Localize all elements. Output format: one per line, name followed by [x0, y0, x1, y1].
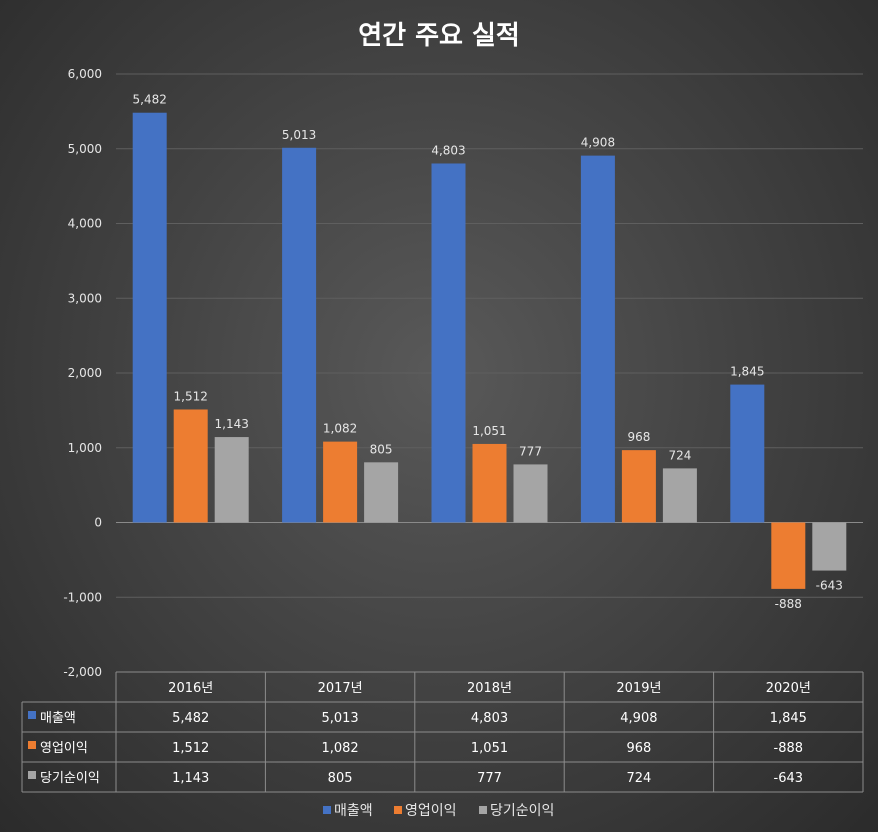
table-legend-key — [28, 771, 36, 779]
data-label: -643 — [816, 579, 843, 593]
series-name: 매출액 — [40, 711, 76, 726]
legend-label: 당기순이익 — [490, 803, 554, 819]
data-label: 4,803 — [431, 143, 465, 157]
bar — [174, 409, 208, 522]
bar — [581, 156, 615, 523]
y-tick-label: 5,000 — [68, 142, 102, 156]
y-axis-ticks: 6,000 5,000 4,000 3,000 2,000 1,000 0 -1,000 -2,… — [63, 67, 102, 679]
data-label: 968 — [627, 430, 650, 444]
chart-title: 연간 주요 실적 — [358, 21, 520, 51]
data-label: 805 — [370, 442, 393, 456]
table-cell: 4,803 — [471, 711, 508, 726]
table-cell: 968 — [626, 741, 651, 756]
table-legend-key — [28, 711, 36, 719]
table-cell: 5,013 — [321, 711, 358, 726]
bars — [133, 113, 847, 589]
bar — [514, 464, 548, 522]
legend-key — [323, 806, 331, 814]
legend-label: 영업이익 — [405, 803, 457, 819]
bar — [771, 523, 805, 589]
data-labels: 5,482 5,013 4,803 4,908 1,845 1,512 1,082 1,051… — [133, 93, 843, 611]
category-label: 2018년 — [467, 681, 512, 696]
y-tick-label: 6,000 — [68, 67, 102, 81]
table-cell: 1,845 — [770, 711, 807, 726]
data-label: 1,143 — [215, 417, 249, 431]
bar — [323, 442, 357, 523]
data-label: -888 — [775, 597, 802, 611]
table-cell: 777 — [477, 771, 502, 786]
category-label: 2020년 — [766, 681, 811, 696]
bar — [364, 462, 398, 522]
category-label: 2016년 — [168, 681, 213, 696]
table-legend-key — [28, 741, 36, 749]
table-cell: -888 — [774, 741, 804, 756]
bar — [663, 468, 697, 522]
table-cell: 805 — [328, 771, 353, 786]
chart: 연간 주요 실적 6,000 5,000 4,000 3,000 2,000 1,000 0… — [0, 0, 878, 832]
data-label: 1,512 — [174, 389, 208, 403]
y-tick-label: -2,000 — [63, 665, 102, 679]
series-name: 당기순이익 — [40, 771, 100, 786]
data-label: 724 — [668, 448, 691, 462]
data-label: 5,482 — [133, 93, 167, 107]
table-cell: -643 — [774, 771, 804, 786]
legend-key — [394, 806, 402, 814]
y-tick-label: 2,000 — [68, 366, 102, 380]
bar — [133, 113, 167, 523]
table-cell: 5,482 — [172, 711, 209, 726]
bar — [622, 450, 656, 522]
data-label: 1,845 — [730, 365, 764, 379]
table-cell: 1,082 — [321, 741, 358, 756]
y-tick-label: 3,000 — [68, 291, 102, 305]
bar — [473, 444, 507, 523]
legend-label: 매출액 — [334, 803, 373, 819]
table-cell: 4,908 — [620, 711, 657, 726]
bar — [215, 437, 249, 522]
bar — [432, 163, 466, 522]
bar — [282, 148, 316, 523]
data-label: 1,051 — [472, 424, 506, 438]
bar — [812, 523, 846, 571]
table-cell: 1,143 — [172, 771, 209, 786]
y-tick-label: 0 — [94, 516, 102, 530]
series-name: 영업이익 — [40, 741, 88, 756]
data-label: 777 — [519, 444, 542, 458]
table-cell: 724 — [626, 771, 651, 786]
table-cell: 1,051 — [471, 741, 508, 756]
data-label: 4,908 — [581, 136, 615, 150]
data-label: 5,013 — [282, 128, 316, 142]
data-label: 1,082 — [323, 422, 357, 436]
y-tick-label: -1,000 — [63, 590, 102, 604]
category-label: 2019년 — [616, 681, 661, 696]
table-cell: 1,512 — [172, 741, 209, 756]
y-tick-label: 4,000 — [68, 217, 102, 231]
category-label: 2017년 — [318, 681, 363, 696]
bar — [730, 385, 764, 523]
y-tick-label: 1,000 — [68, 441, 102, 455]
legend: 매출액 영업이익 당기순이익 — [323, 803, 554, 819]
legend-key — [479, 806, 487, 814]
